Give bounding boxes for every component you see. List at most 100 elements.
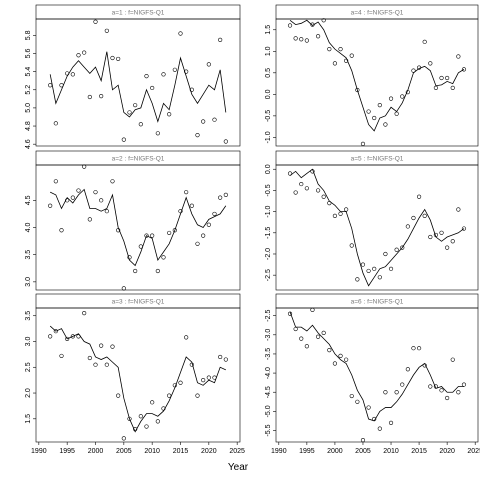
point: [167, 112, 172, 117]
point: [461, 382, 467, 387]
point: [372, 266, 377, 271]
point: [93, 19, 98, 24]
point: [121, 436, 126, 441]
point: [206, 375, 211, 380]
y-tick-label: -4.0: [265, 367, 272, 379]
point: [184, 190, 189, 195]
point: [138, 414, 143, 419]
point: [366, 405, 371, 410]
point: [428, 234, 433, 240]
point: [70, 334, 75, 339]
point: [355, 87, 360, 93]
x-tick-label: 1995: [59, 448, 75, 455]
y-tick-label: 5.4: [25, 67, 32, 77]
point: [405, 367, 410, 372]
point: [366, 268, 371, 274]
x-tick-label: 2005: [355, 448, 371, 455]
y-tick-label: -2.5: [265, 269, 272, 281]
point: [155, 131, 160, 136]
point: [201, 378, 206, 383]
panel: [275, 307, 479, 443]
point: [206, 62, 211, 67]
point: [172, 67, 177, 72]
point: [349, 393, 354, 399]
point: [366, 109, 371, 114]
point: [76, 188, 81, 193]
point: [150, 85, 155, 91]
x-tick-label: 1990: [31, 448, 47, 455]
point: [99, 94, 104, 99]
point: [212, 117, 217, 122]
point: [70, 72, 75, 77]
point: [338, 211, 343, 216]
y-tick-label: 5.0: [25, 103, 32, 113]
point: [445, 75, 450, 81]
point: [195, 241, 200, 246]
panel: [275, 18, 479, 147]
point: [201, 233, 206, 238]
point: [439, 75, 444, 81]
point: [360, 437, 366, 443]
y-tick-label: -2.0: [265, 248, 272, 260]
point: [439, 388, 444, 393]
point: [218, 195, 223, 200]
point: [411, 215, 416, 221]
x-tick-label: 2010: [144, 448, 160, 455]
point: [394, 247, 399, 252]
y-tick-label: -3.5: [265, 348, 272, 360]
point: [321, 18, 326, 23]
panel-title: a=5 : f=NIGFS-Q1: [351, 156, 404, 163]
point: [121, 137, 126, 142]
y-tick-label: -3.0: [265, 329, 272, 341]
point: [388, 96, 394, 101]
point: [161, 255, 166, 260]
point: [456, 54, 461, 59]
fit-line: [289, 311, 464, 422]
point: [218, 354, 223, 360]
fit-line: [289, 168, 465, 287]
x-tick-label: 2015: [411, 448, 427, 455]
point: [456, 207, 461, 212]
point: [450, 357, 455, 362]
point: [59, 228, 64, 233]
point: [450, 85, 455, 90]
point: [87, 355, 92, 361]
point: [405, 224, 410, 229]
point: [355, 277, 360, 282]
y-tick-label: 5.2: [25, 85, 32, 95]
point: [150, 400, 155, 405]
point: [422, 39, 427, 44]
point: [428, 384, 433, 389]
point: [456, 390, 461, 395]
point: [433, 85, 439, 90]
point: [155, 419, 160, 424]
point: [155, 268, 160, 274]
point: [315, 334, 321, 339]
point: [116, 56, 121, 62]
point: [87, 217, 92, 222]
point: [138, 122, 143, 127]
y-tick-label: 0.0: [265, 164, 272, 174]
y-tick-label: 5.6: [25, 49, 32, 59]
point: [218, 37, 223, 42]
point: [355, 399, 360, 404]
point: [400, 245, 405, 250]
point: [178, 31, 183, 36]
point: [344, 58, 349, 63]
point: [360, 262, 366, 267]
y-tick-label: 3.5: [25, 311, 32, 321]
point: [82, 50, 87, 55]
y-tick-label: 1.5: [25, 414, 32, 424]
point: [178, 380, 183, 385]
point: [377, 275, 382, 280]
point: [65, 336, 70, 342]
point: [144, 74, 149, 79]
y-tick-label: 3.5: [25, 250, 32, 260]
y-tick-label: 1.0: [265, 46, 272, 56]
point: [321, 330, 326, 335]
point: [116, 393, 121, 398]
point: [411, 346, 416, 351]
point: [338, 353, 343, 358]
point: [172, 228, 177, 233]
point: [104, 362, 109, 367]
